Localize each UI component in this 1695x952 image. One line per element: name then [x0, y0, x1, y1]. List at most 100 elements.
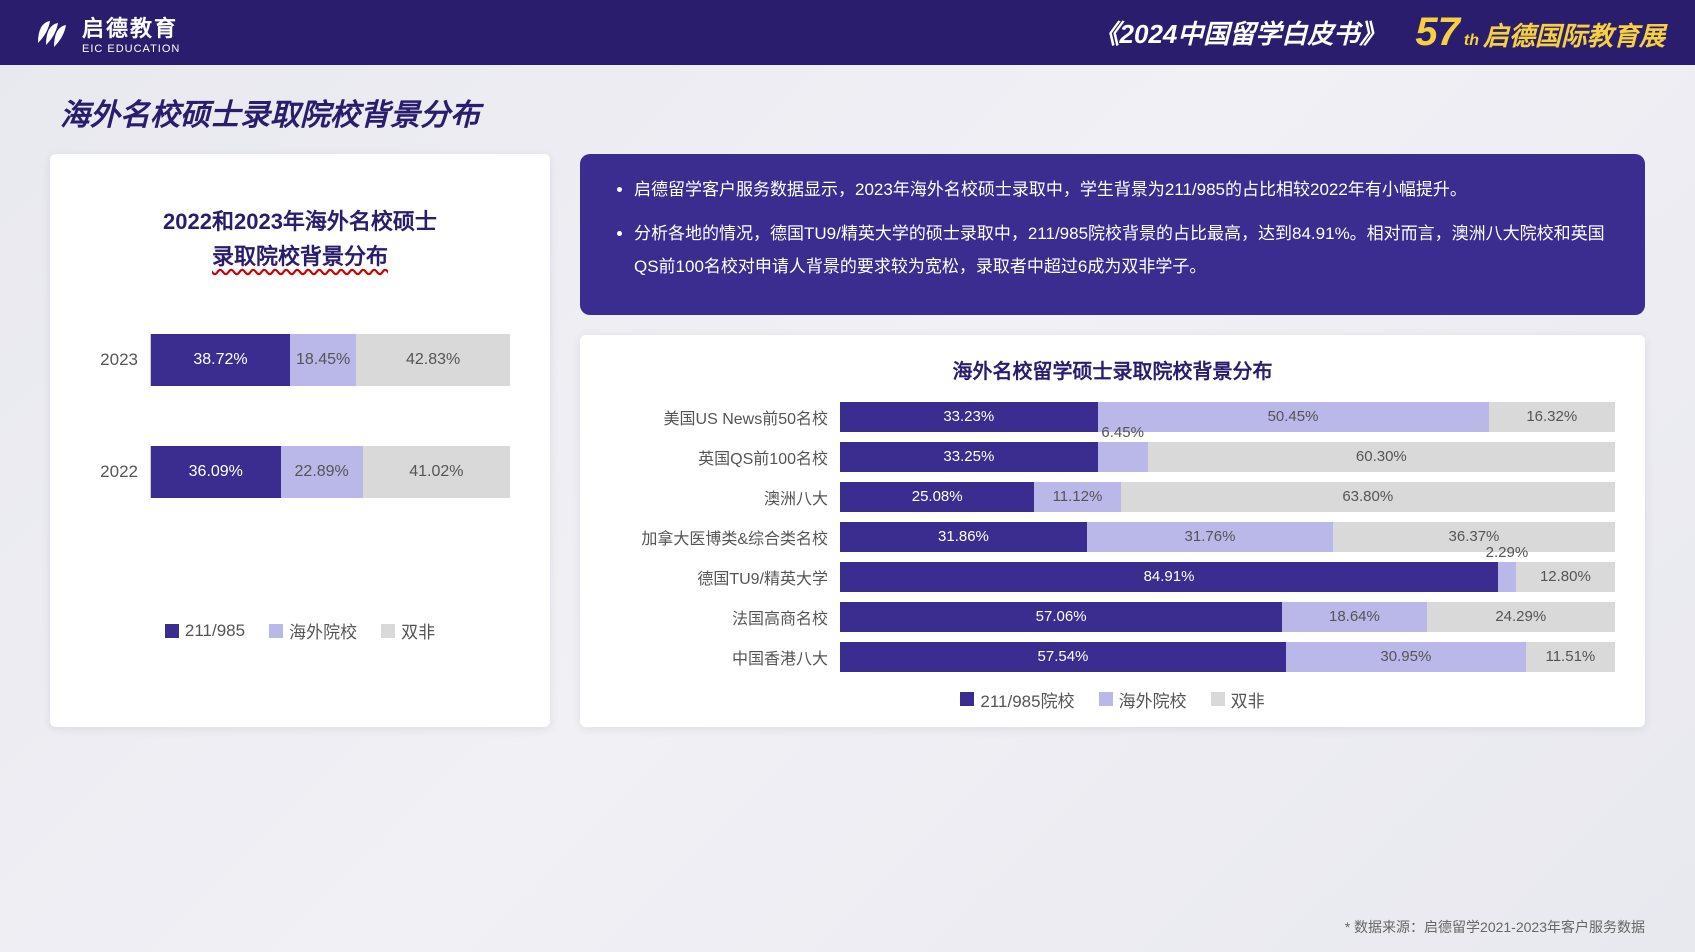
chart1-legend: 211/985 海外院校 双非 [80, 618, 520, 643]
right-chart-panel: 海外名校留学硕士录取院校背景分布 美国US News前50名校33.23%50.… [580, 335, 1645, 727]
header: 启德教育 EIC EDUCATION 《2024中国留学白皮书》 57 th 启… [0, 0, 1695, 65]
legend-label: 双非 [1231, 687, 1265, 712]
chart2-bar: 84.91%2.29%12.80% [840, 562, 1615, 592]
chart2-row: 法国高商名校57.06%18.64%24.29% [610, 602, 1615, 632]
info-box: 启德留学客户服务数据显示，2023年海外名校硕士录取中，学生背景为211/985… [580, 154, 1645, 315]
chart1-title: 2022和2023年海外名校硕士 录取院校背景分布 [80, 204, 520, 274]
chart2-segment: 33.23% [840, 402, 1098, 432]
chart1-segment: 41.02% [363, 446, 510, 498]
chart2-segment: 12.80% [1516, 562, 1615, 592]
chart2-segment: 25.08% [840, 482, 1034, 512]
chart2-segment: 30.95% [1286, 642, 1526, 672]
chart2-row: 德国TU9/精英大学84.91%2.29%12.80% [610, 562, 1615, 592]
legend-label: 211/985院校 [980, 687, 1074, 712]
chart2-segment: 60.30% [1148, 442, 1615, 472]
chart2-title: 海外名校留学硕士录取院校背景分布 [610, 355, 1615, 384]
legend-label: 211/985 [185, 621, 245, 641]
chart2-bar: 25.08%11.12%63.80% [840, 482, 1615, 512]
chart2-row: 英国QS前100名校33.25%6.45%60.30% [610, 442, 1615, 472]
expo-text: 启德国际教育展 [1483, 16, 1665, 53]
chart2-bar: 33.25%6.45%60.30% [840, 442, 1615, 472]
chart2-segment: 2.29% [1498, 562, 1516, 592]
left-chart-panel: 2022和2023年海外名校硕士 录取院校背景分布 202338.72%18.4… [50, 154, 550, 727]
legend-item: 海外院校 [269, 618, 357, 643]
chart2-segment: 31.76% [1087, 522, 1333, 552]
chart1-row: 202338.72%18.45%42.83% [90, 334, 510, 386]
legend-label: 海外院校 [1119, 687, 1187, 712]
legend-swatch [381, 624, 395, 638]
logo-icon [30, 13, 70, 53]
chart2-segment: 63.80% [1121, 482, 1615, 512]
chart2-segment: 6.45% [1098, 442, 1148, 472]
header-right: 《2024中国留学白皮书》 57 th 启德国际教育展 [1094, 10, 1665, 55]
chart2-row-label: 英国QS前100名校 [610, 445, 840, 469]
chart2-row: 澳洲八大25.08%11.12%63.80% [610, 482, 1615, 512]
chart1-segment: 18.45% [290, 334, 356, 386]
legend-swatch [1099, 692, 1113, 706]
legend-item: 双非 [381, 618, 435, 643]
chart2-row-label: 加拿大医博类&综合类名校 [610, 525, 840, 549]
chart1-segment: 36.09% [151, 446, 281, 498]
legend-swatch [269, 624, 283, 638]
legend-label: 海外院校 [289, 618, 357, 643]
logo-text: 启德教育 EIC EDUCATION [82, 11, 180, 55]
whitepaper-title: 《2024中国留学白皮书》 [1094, 14, 1386, 51]
logo-group: 启德教育 EIC EDUCATION [30, 11, 180, 55]
legend-item: 211/985院校 [960, 687, 1074, 712]
footnote: * 数据来源：启德留学2021-2023年客户服务数据 [1345, 917, 1645, 937]
chart2-body: 美国US News前50名校33.23%50.45%16.32%英国QS前100… [610, 402, 1615, 672]
chart2-segment: 33.25% [840, 442, 1098, 472]
chart1-title-line1: 2022和2023年海外名校硕士 [80, 204, 520, 239]
chart2-segment: 57.06% [840, 602, 1282, 632]
chart2-segment: 11.51% [1526, 642, 1615, 672]
legend-item: 双非 [1211, 687, 1265, 712]
chart2-segment: 57.54% [840, 642, 1286, 672]
chart2-row-label: 德国TU9/精英大学 [610, 565, 840, 589]
chart1-row-label: 2023 [90, 350, 150, 370]
chart1-segment: 42.83% [356, 334, 510, 386]
info-bullet: 分析各地的情况，德国TU9/精英大学的硕士录取中，211/985院校背景的占比最… [634, 218, 1615, 283]
chart2-segment: 84.91% [840, 562, 1498, 592]
legend-item: 211/985 [165, 618, 245, 643]
chart2-row: 中国香港八大57.54%30.95%11.51% [610, 642, 1615, 672]
page-title: 海外名校硕士录取院校背景分布 [0, 65, 1695, 154]
chart1-title-line2: 录取院校背景分布 [80, 239, 520, 274]
chart2-bar: 57.06%18.64%24.29% [840, 602, 1615, 632]
chart1-segment: 22.89% [281, 446, 363, 498]
chart2-segment: 11.12% [1034, 482, 1120, 512]
legend-swatch [1211, 692, 1225, 706]
chart2-row-label: 法国高商名校 [610, 605, 840, 629]
info-list: 启德留学客户服务数据显示，2023年海外名校硕士录取中，学生背景为211/985… [610, 174, 1615, 283]
chart2-row-label: 美国US News前50名校 [610, 405, 840, 429]
chart2-segment: 16.32% [1489, 402, 1615, 432]
chart1-body: 202338.72%18.45%42.83% 202236.09%22.89%41… [80, 314, 520, 578]
expo-th: th [1464, 32, 1479, 50]
chart2-segment: 24.29% [1427, 602, 1615, 632]
legend-label: 双非 [401, 618, 435, 643]
chart2-bar: 33.23%50.45%16.32% [840, 402, 1615, 432]
expo-badge: 57 th 启德国际教育展 [1415, 10, 1665, 55]
legend-swatch [960, 692, 974, 706]
right-side: 启德留学客户服务数据显示，2023年海外名校硕士录取中，学生背景为211/985… [580, 154, 1645, 727]
chart2-segment: 50.45% [1098, 402, 1489, 432]
chart1-row: 202236.09%22.89%41.02% [90, 446, 510, 498]
logo-cn: 启德教育 [82, 11, 180, 43]
legend-item: 海外院校 [1099, 687, 1187, 712]
chart2-row: 加拿大医博类&综合类名校31.86%31.76%36.37% [610, 522, 1615, 552]
chart1-bar: 36.09%22.89%41.02% [150, 446, 510, 498]
chart2-segment: 18.64% [1282, 602, 1426, 632]
content: 2022和2023年海外名校硕士 录取院校背景分布 202338.72%18.4… [0, 154, 1695, 727]
info-bullet: 启德留学客户服务数据显示，2023年海外名校硕士录取中，学生背景为211/985… [634, 174, 1615, 206]
logo-en: EIC EDUCATION [82, 43, 180, 55]
chart1-bar: 38.72%18.45%42.83% [150, 334, 510, 386]
chart2-legend: 211/985院校 海外院校 双非 [610, 687, 1615, 712]
chart2-row-label: 澳洲八大 [610, 485, 840, 509]
chart2-bar: 57.54%30.95%11.51% [840, 642, 1615, 672]
chart2-row-label: 中国香港八大 [610, 645, 840, 669]
chart1-row-label: 2022 [90, 462, 150, 482]
chart2-segment: 36.37% [1333, 522, 1615, 552]
legend-swatch [165, 624, 179, 638]
chart2-segment: 31.86% [840, 522, 1087, 552]
chart1-segment: 38.72% [151, 334, 290, 386]
expo-number: 57 [1415, 10, 1460, 55]
